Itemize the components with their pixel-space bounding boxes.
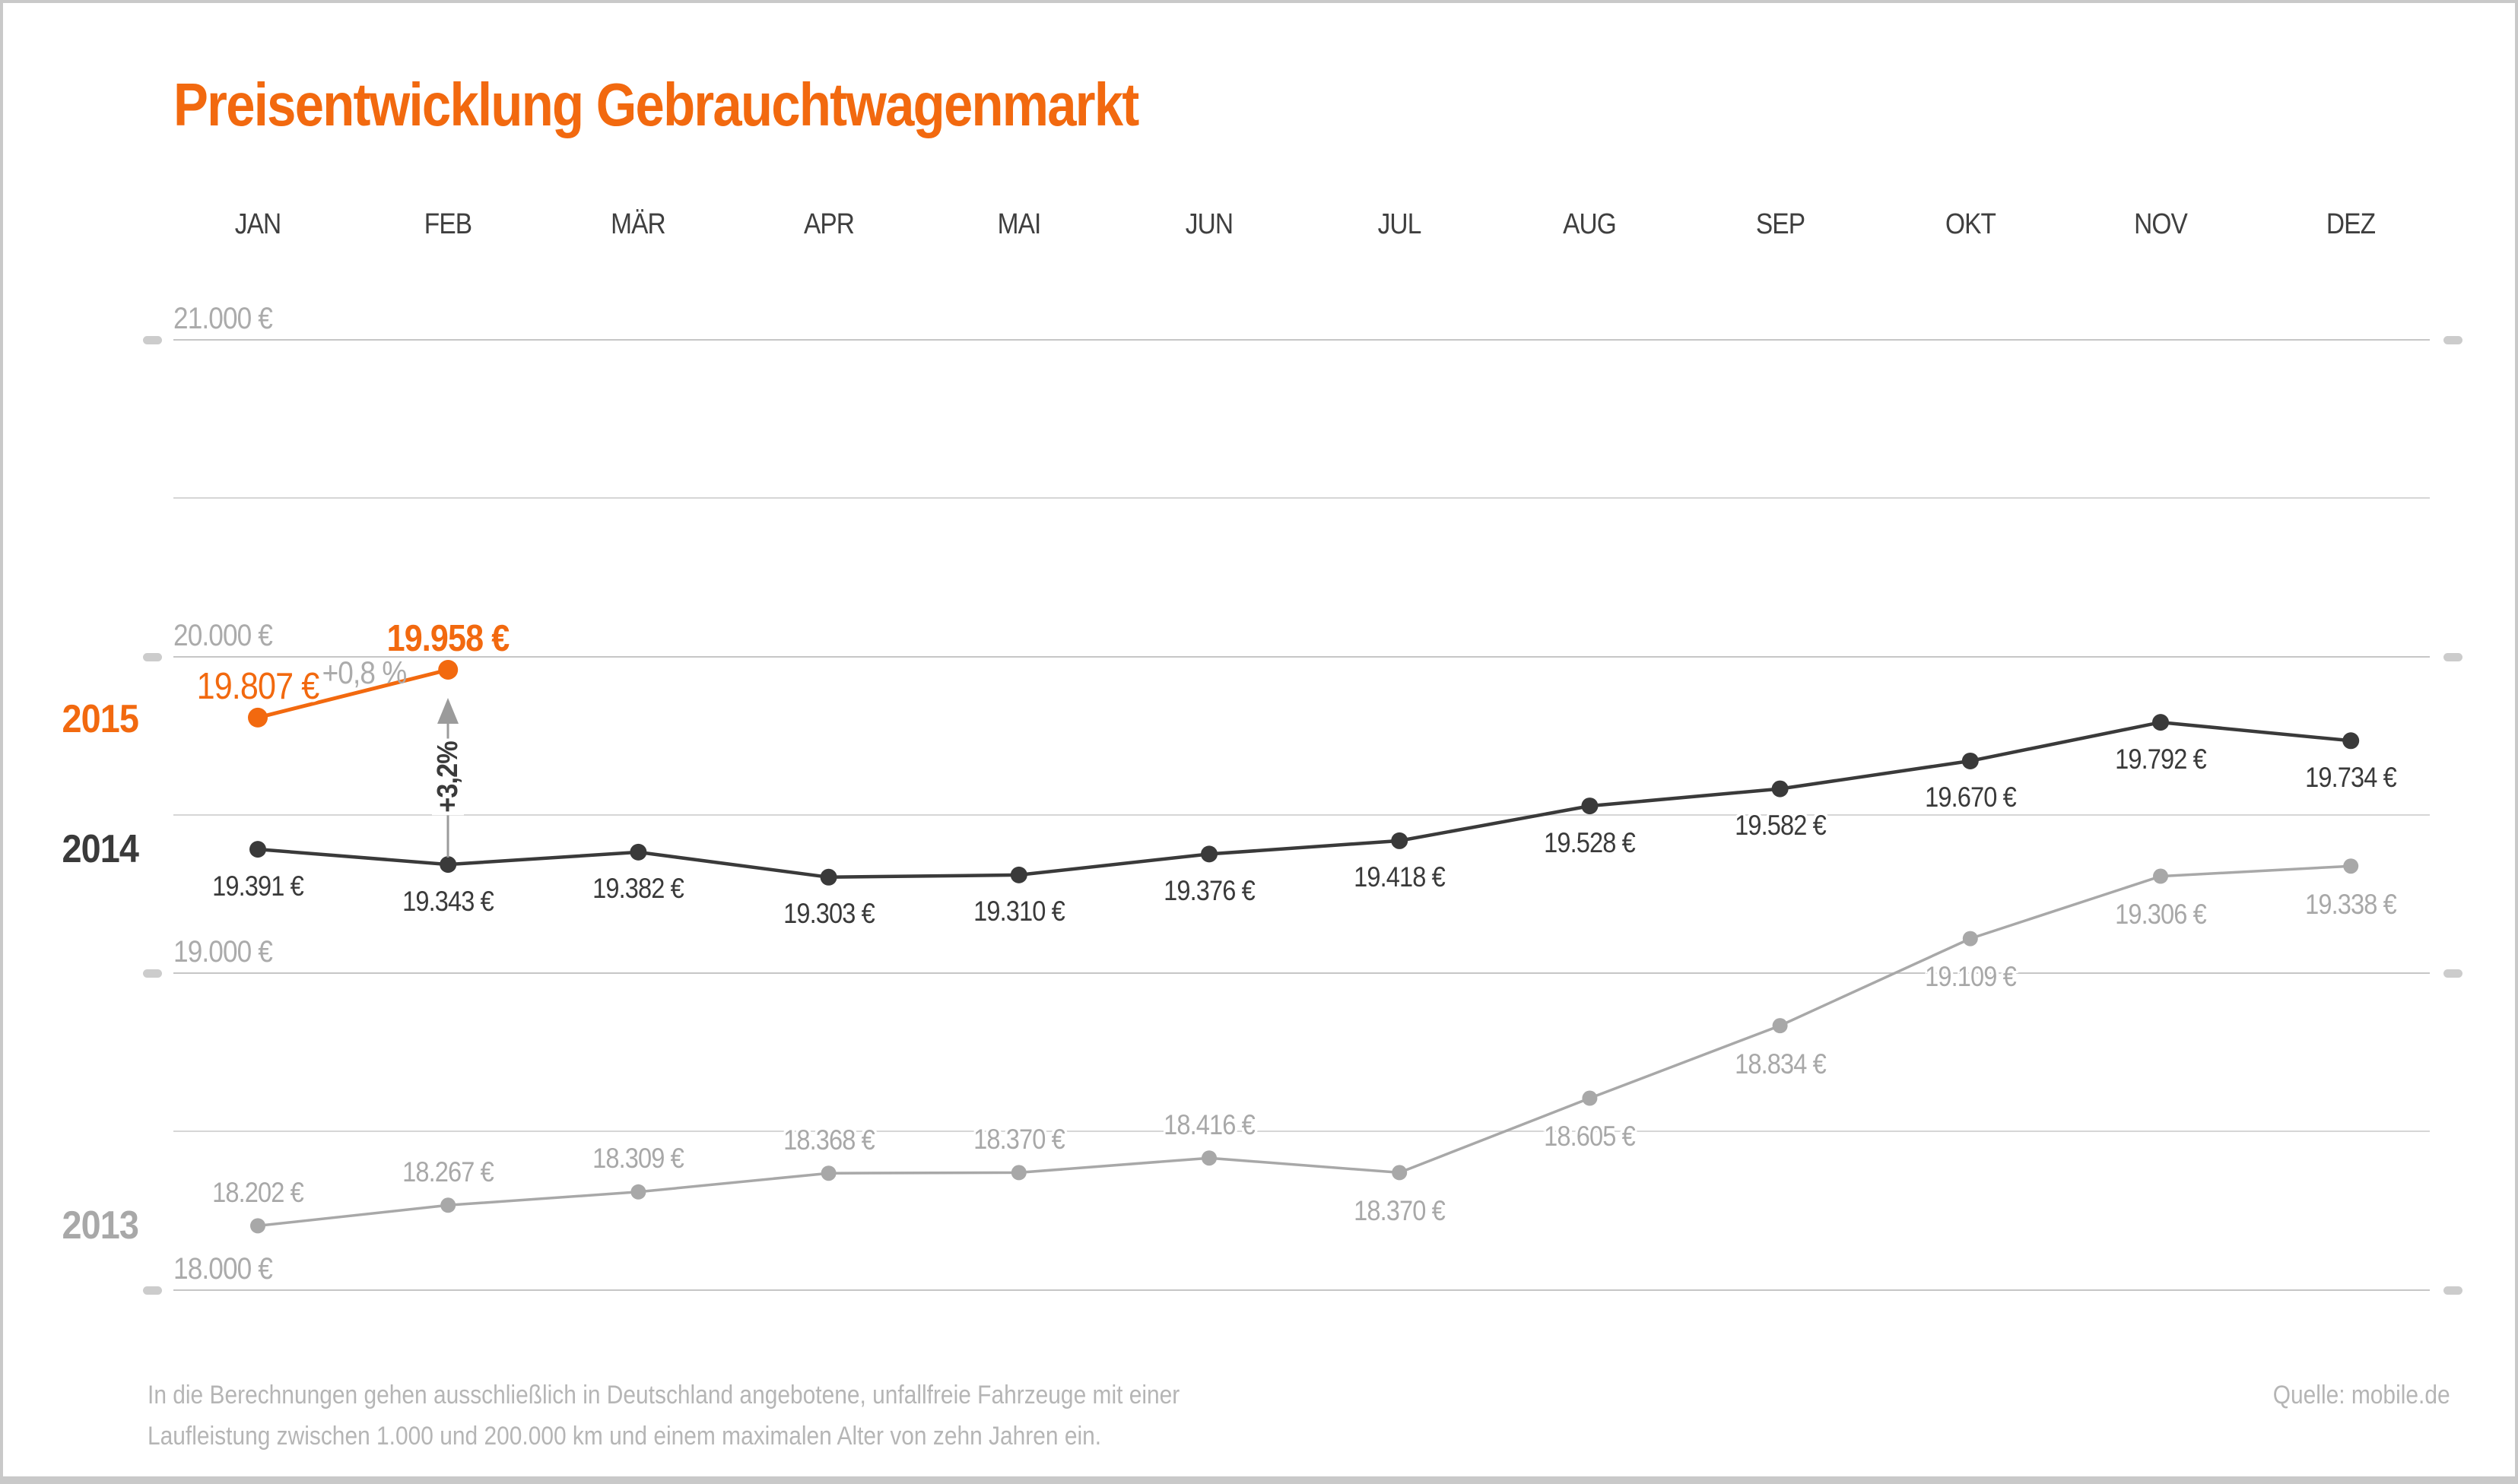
data-point-2013: [1772, 1018, 1788, 1034]
data-label-2013: 19.109 €: [1924, 961, 2017, 993]
y-axis-tick-right: [2443, 336, 2462, 344]
y-axis-tick-left: [143, 652, 162, 661]
data-point-2013: [630, 1184, 646, 1200]
month-label: APR: [803, 208, 855, 240]
minor-gridline: [173, 813, 2430, 816]
data-point-2015: [438, 659, 459, 680]
data-point-2013: [821, 1165, 837, 1181]
data-label-2013: 18.605 €: [1544, 1121, 1637, 1153]
month-label: OKT: [1945, 208, 1996, 240]
data-label-2014: 19.343 €: [402, 885, 494, 917]
data-label-2014: 19.792 €: [2115, 743, 2207, 775]
footnote-line-2: Laufleistung zwischen 1.000 und 200.000 …: [148, 1422, 1102, 1451]
data-point-2014: [1581, 797, 1599, 815]
data-point-2014: [249, 841, 266, 858]
data-point-2013: [2343, 858, 2359, 874]
yoy-arrow-head: [437, 698, 459, 724]
y-axis-tick-left: [143, 336, 162, 344]
data-label-2013: 18.368 €: [783, 1124, 875, 1156]
month-label: NOV: [2134, 208, 2188, 240]
y-axis-tick-right: [2443, 652, 2462, 661]
month-label: FEB: [424, 208, 472, 240]
data-label-2014: 19.670 €: [1924, 782, 2017, 813]
month-label: JUN: [1185, 208, 1234, 240]
data-point-2013: [440, 1197, 456, 1213]
y-axis-label-left: 18.000 €: [173, 1251, 273, 1286]
y-axis-label-left: 19.000 €: [173, 935, 273, 969]
data-point-2014: [2342, 732, 2360, 750]
data-label-2014: 19.382 €: [592, 873, 685, 905]
series-label-2013: 2013: [62, 1203, 138, 1248]
data-point-2014: [630, 843, 647, 861]
source-credit: Quelle: mobile.de: [2273, 1381, 2450, 1409]
month-label: MAI: [997, 208, 1041, 240]
data-point-2013: [2153, 868, 2168, 884]
y-axis-label-left: 20.000 €: [173, 618, 273, 652]
data-label-2013: 18.416 €: [1164, 1108, 1256, 1140]
data-point-2014: [1391, 832, 1408, 849]
data-label-2014: 19.376 €: [1164, 874, 1256, 906]
data-label-2014: 19.528 €: [1544, 826, 1637, 858]
data-label-2013: 18.309 €: [592, 1143, 685, 1175]
annotation-monthly-change: +0,8 %: [322, 655, 408, 690]
data-label-2015: 19.958 €: [386, 618, 510, 660]
data-label-2014: 19.418 €: [1354, 861, 1446, 893]
series-label-2015: 2015: [62, 697, 138, 741]
y-axis-tick-right: [2443, 1286, 2462, 1295]
month-label: SEP: [1755, 208, 1805, 240]
data-label-2014: 19.734 €: [2305, 761, 2397, 793]
data-label-2013: 18.834 €: [1734, 1048, 1827, 1080]
data-label-2013: 18.267 €: [402, 1156, 494, 1188]
minor-gridline: [173, 1130, 2430, 1133]
data-label-2014: 19.310 €: [973, 896, 1065, 928]
series-line-2014: [257, 720, 2351, 880]
month-label: JAN: [234, 208, 281, 240]
data-point-2014: [1201, 845, 1218, 863]
data-point-2015: [248, 707, 268, 728]
chart-title: Preisentwicklung Gebrauchtwagenmarkt: [173, 71, 1139, 138]
data-point-2013: [1962, 931, 1978, 947]
data-point-2014: [1010, 866, 1027, 883]
data-point-2014: [820, 868, 837, 886]
y-axis-tick-right: [2443, 969, 2462, 978]
data-point-2013: [1202, 1150, 1217, 1166]
data-label-2013: 19.306 €: [2115, 899, 2207, 931]
data-label-2013: 18.370 €: [973, 1123, 1065, 1155]
y-axis-tick-left: [143, 1286, 162, 1295]
data-point-2014: [1961, 752, 1979, 769]
month-label: DEZ: [2326, 208, 2376, 240]
major-gridline: [173, 1289, 2430, 1291]
data-point-2014: [440, 856, 457, 874]
data-point-2013: [1582, 1090, 1598, 1106]
minor-gridline: [173, 497, 2430, 499]
data-label-2014: 19.303 €: [783, 898, 875, 930]
series-line-2015: [257, 667, 449, 720]
y-axis-tick-left: [143, 969, 162, 978]
annotation-yoy-change: +3,2%: [432, 738, 464, 816]
month-label: MÄR: [611, 208, 667, 240]
major-gridline: [173, 655, 2430, 658]
data-label-2014: 19.391 €: [212, 870, 304, 902]
data-point-2013: [250, 1218, 265, 1234]
month-label: AUG: [1563, 208, 1617, 240]
month-label: JUL: [1377, 208, 1422, 240]
data-label-2014: 19.582 €: [1734, 810, 1827, 842]
data-point-2013: [1392, 1165, 1408, 1181]
data-label-2015: 19.807 €: [196, 666, 320, 708]
y-axis-label-left: 21.000 €: [173, 302, 273, 335]
data-point-2014: [2152, 714, 2169, 731]
data-label-2013: 18.370 €: [1354, 1194, 1446, 1226]
data-label-2013: 19.338 €: [2305, 888, 2397, 920]
major-gridline: [173, 972, 2430, 974]
series-line-2013: [257, 864, 2351, 1228]
data-point-2013: [1011, 1165, 1027, 1181]
footnote-line-1: In die Berechnungen gehen ausschließlich…: [148, 1381, 1180, 1409]
series-label-2014: 2014: [62, 827, 138, 871]
data-point-2014: [1771, 780, 1789, 797]
data-label-2013: 18.202 €: [212, 1176, 304, 1208]
plot-layer: [248, 659, 2360, 1234]
major-gridline: [173, 339, 2430, 341]
